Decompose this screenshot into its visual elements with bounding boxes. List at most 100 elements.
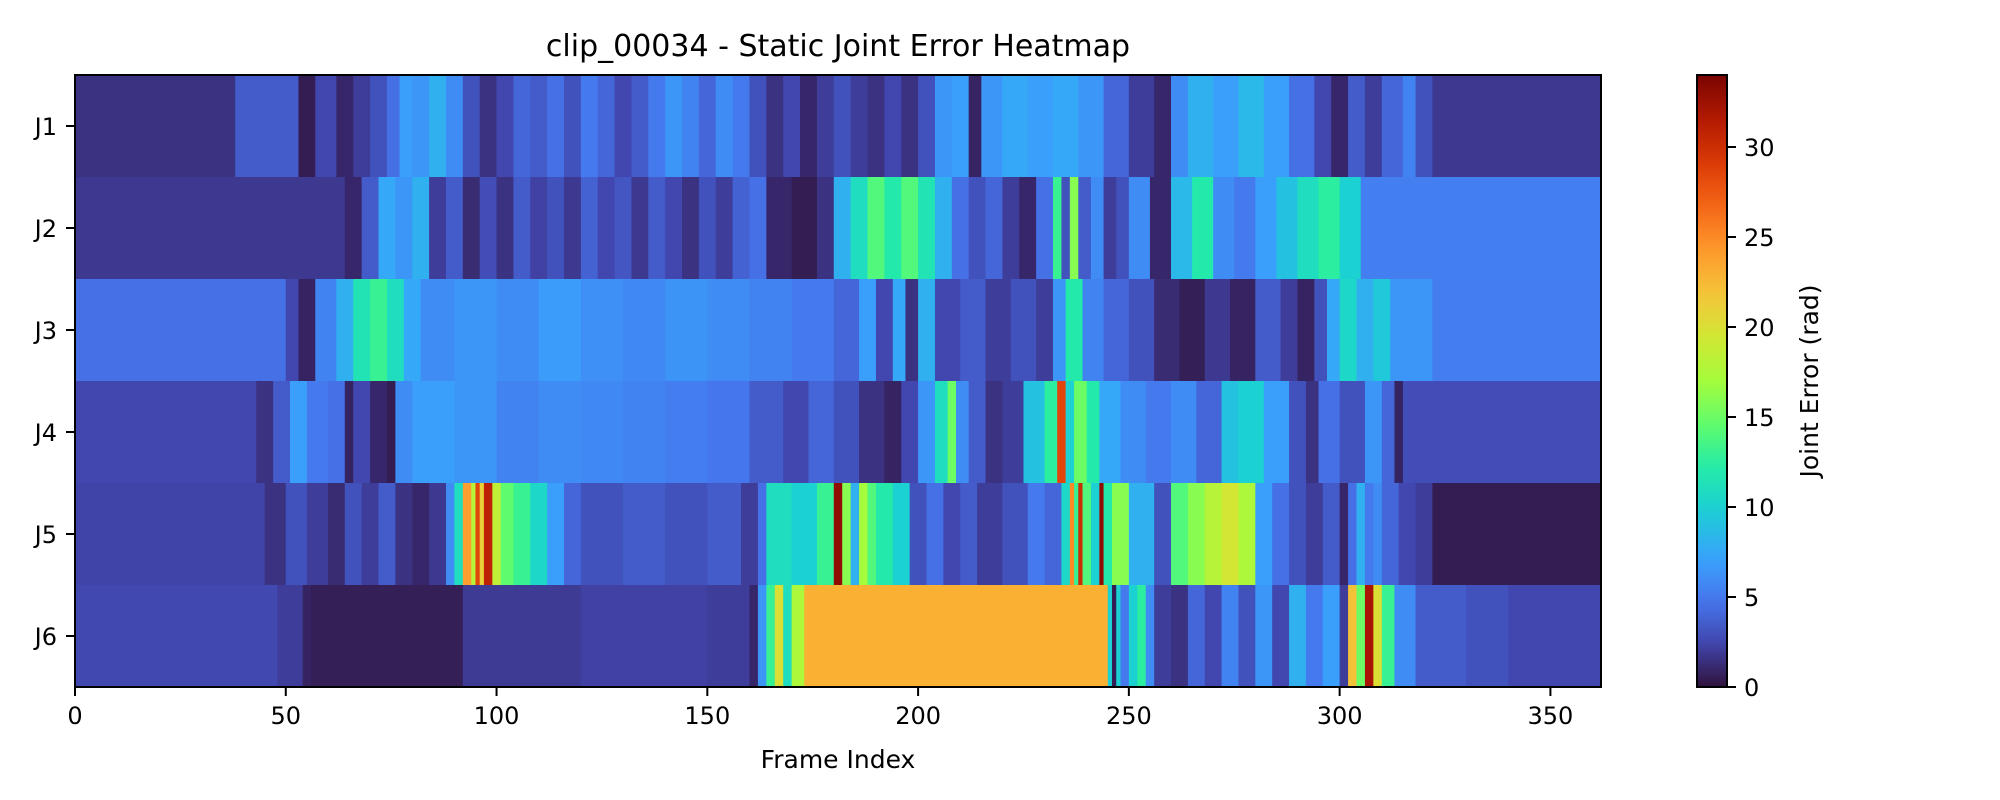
heatmap-cell-j1 [1171, 75, 1189, 177]
heatmap-cell-j3 [905, 279, 919, 381]
heatmap-cell-j3 [1065, 279, 1084, 381]
heatmap-cell-j4 [1339, 381, 1366, 483]
heatmap-cell-j3 [454, 279, 498, 381]
colorbar-tick-label: 30 [1744, 134, 1775, 162]
heatmap-cell-j4 [934, 381, 949, 483]
heatmap-cell-j3 [315, 279, 337, 381]
heatmap-cell-j1 [1402, 75, 1417, 177]
heatmap-cell-j4 [370, 381, 388, 483]
heatmap-cell-j3 [892, 279, 907, 381]
heatmap-cell-j1 [682, 75, 700, 177]
colorbar-axis: 0 5 10 15 20 25 30 [1727, 134, 1775, 702]
heatmap-cell-j1 [1154, 75, 1172, 177]
heatmap-cell-j1 [800, 75, 818, 177]
heatmap-cell-j2 [682, 177, 700, 279]
heatmap-cell-j3 [298, 279, 316, 381]
heatmap-cell-j3 [285, 279, 300, 381]
heatmap-cell-j5 [1078, 483, 1084, 585]
heatmap-cell-j6 [1373, 585, 1383, 687]
heatmap-cell-j2 [951, 177, 970, 279]
heatmap-cell-j4 [1171, 381, 1197, 483]
heatmap-cell-j2 [1360, 177, 1602, 279]
colorbar-tick-label: 10 [1744, 494, 1775, 522]
heatmap-cell-j6 [1305, 585, 1324, 687]
heatmap-cell-j3 [1326, 279, 1341, 381]
heatmap-cell-j4 [1196, 381, 1223, 483]
heatmap-cell-j1 [353, 75, 371, 177]
heatmap-cell-j2 [395, 177, 413, 279]
heatmap-cell-j6 [1221, 585, 1240, 687]
heatmap-cell-j1 [462, 75, 481, 177]
heatmap-cell-j1 [1381, 75, 1404, 177]
heatmap-cell-j4 [1364, 381, 1383, 483]
heatmap-cell-j5 [1339, 483, 1349, 585]
heatmap-cell-j4 [1145, 381, 1172, 483]
heatmap-cell-j1 [370, 75, 388, 177]
heatmap-cell-j5 [445, 483, 455, 585]
heatmap-cell-j3 [336, 279, 354, 381]
heatmap-cell-j5 [1255, 483, 1273, 585]
heatmap-cell-j4 [1065, 381, 1075, 483]
heatmap-cell-j4 [580, 381, 624, 483]
heatmap-cell-j5 [429, 483, 447, 585]
heatmap-cell-j4 [306, 381, 329, 483]
heatmap-cell-j1 [496, 75, 515, 177]
heatmap-cell-j3 [1255, 279, 1282, 381]
heatmap-cell-j5 [977, 483, 1003, 585]
heatmap-cell-j2 [1036, 177, 1054, 279]
heatmap-cell-j4 [901, 381, 919, 483]
x-axis: 0 50 100 150 200 250 300 350 [67, 687, 1573, 730]
heatmap-cell-j2 [1149, 177, 1172, 279]
heatmap-cell-j1 [732, 75, 751, 177]
heatmap-cell-j1 [783, 75, 801, 177]
y-tick-label: J6 [33, 623, 57, 651]
heatmap-cell-j3 [1036, 279, 1054, 381]
heatmap-cell-j5 [530, 483, 548, 585]
heatmap-cell-j1 [399, 75, 413, 177]
heatmap-cell-j5 [75, 483, 266, 585]
heatmap-cell-j1 [934, 75, 953, 177]
y-tick-label: J3 [33, 317, 57, 345]
y-tick-label: J5 [33, 521, 57, 549]
x-tick-label: 50 [271, 702, 302, 730]
heatmap-cell-j6 [1137, 585, 1147, 687]
heatmap-cell-j1 [816, 75, 835, 177]
heatmap-cell-j2 [867, 177, 885, 279]
heatmap-cell-j1 [884, 75, 902, 177]
heatmap-cell-j5 [741, 483, 759, 585]
heatmap-cell-j2 [749, 177, 767, 279]
heatmap-cell-j4 [1394, 381, 1404, 483]
heatmap-cell-j1 [336, 75, 354, 177]
heatmap-cell-j5 [471, 483, 477, 585]
heatmap-cell-j4 [1381, 381, 1396, 483]
heatmap-cell-j4 [327, 381, 346, 483]
heatmap-cell-j2 [547, 177, 565, 279]
heatmap-cell-j6 [1128, 585, 1138, 687]
heatmap-cell-j1 [1027, 75, 1054, 177]
heatmap-cell-j1 [298, 75, 316, 177]
x-tick-label: 350 [1528, 702, 1574, 730]
heatmap-cell-j3 [623, 279, 666, 381]
heatmap-cell-j1 [1348, 75, 1366, 177]
heatmap-cell-j6 [1255, 585, 1273, 687]
heatmap-cell-j1 [315, 75, 337, 177]
heatmap-cell-j5 [892, 483, 911, 585]
heatmap-cell-j5 [580, 483, 624, 585]
heatmap-cell-j5 [1090, 483, 1100, 585]
x-tick-label: 100 [474, 702, 520, 730]
heatmap-cell-j5 [707, 483, 742, 585]
heatmap-cell-j4 [968, 381, 987, 483]
heatmap-cell-j5 [1002, 483, 1029, 585]
heatmap-cell-j5 [327, 483, 346, 585]
heatmap-cell-j2 [479, 177, 498, 279]
heatmap-cell-j1 [386, 75, 401, 177]
heatmap-cell-j1 [513, 75, 531, 177]
heatmap-cell-j1 [968, 75, 982, 177]
heatmap-cell-j5 [264, 483, 287, 585]
heatmap-cell-j1 [918, 75, 936, 177]
heatmap-cell-j3 [386, 279, 405, 381]
heatmap-cell-j4 [833, 381, 860, 483]
heatmap-cell-j5 [1027, 483, 1046, 585]
heatmap-cell-j1 [766, 75, 784, 177]
